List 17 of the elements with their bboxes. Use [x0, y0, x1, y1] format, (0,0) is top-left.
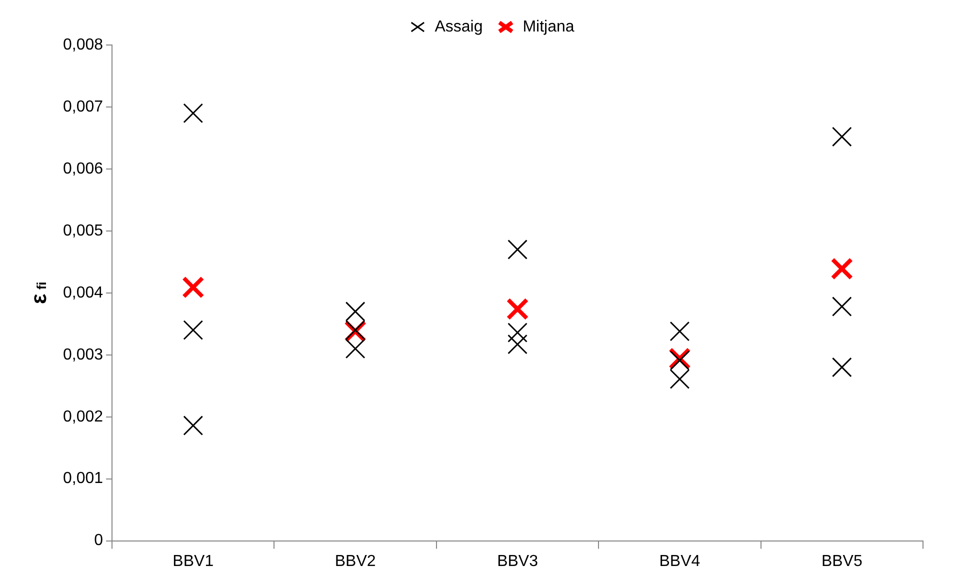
x-tick-label: BBV4: [659, 552, 700, 570]
y-tick-label: 0,006: [62, 160, 104, 178]
y-tick-label: 0,008: [62, 36, 104, 54]
x-tick-label: BBV3: [497, 552, 538, 570]
y-tick-label: 0,003: [62, 346, 104, 364]
y-tick-label: 0,005: [62, 222, 104, 240]
y-tick-label: 0,007: [62, 98, 104, 116]
y-tick-label: 0,004: [62, 284, 104, 302]
y-axis-title: εfi: [26, 282, 51, 304]
y-tick-label: 0: [94, 532, 104, 550]
y-tick-label: 0,001: [62, 470, 104, 488]
x-tick-label: BBV1: [172, 552, 214, 570]
x-tick-label: BBV5: [821, 552, 862, 570]
legend-label: Mitjana: [522, 18, 574, 36]
legend-label: Assaig: [434, 18, 483, 36]
y-tick-label: 0,002: [62, 408, 104, 426]
x-tick-label: BBV2: [334, 552, 376, 570]
